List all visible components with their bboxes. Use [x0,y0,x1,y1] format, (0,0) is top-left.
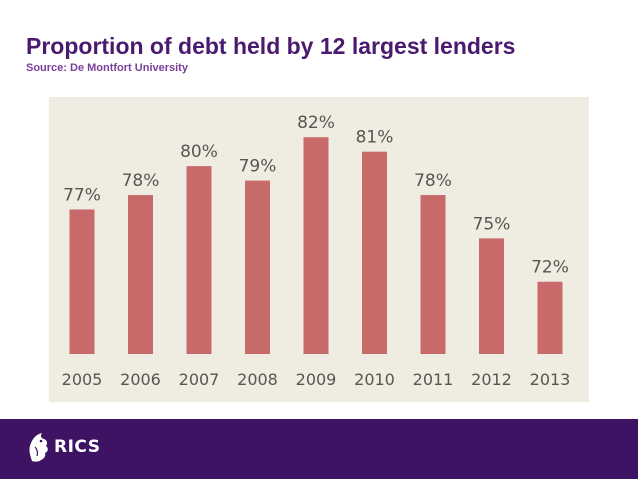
bar-chart: 77% 2005 78% 2006 80% 2007 79% 2008 82% 2009 81% 20… [62,113,571,389]
x-tick-label-2010: 2010 [354,370,395,389]
value-label-2009: 82% [297,113,335,133]
footer-bar: RICS [0,419,638,479]
x-tick-label-2012: 2012 [471,370,512,389]
bar-2006 [128,195,153,354]
x-tick-label-2009: 2009 [296,370,337,389]
logo-text: RICS [54,437,101,457]
x-tick-label-2011: 2011 [413,370,454,389]
chart-source: Source: De Montfort University [26,62,188,74]
chart-title: Proportion of debt held by 12 largest le… [26,33,516,59]
chart-panel: 77% 2005 78% 2006 80% 2007 79% 2008 82% 2009 81% 20… [49,97,589,402]
rics-logo[interactable]: RICS [26,431,100,463]
value-label-2005: 77% [63,185,101,205]
x-tick-label-2008: 2008 [237,370,278,389]
x-tick-label-2005: 2005 [62,370,103,389]
bar-2010 [362,151,387,354]
x-tick-label-2006: 2006 [120,370,161,389]
bar-2011 [420,195,446,354]
bar-2013 [537,281,563,354]
bar-2008 [245,180,270,354]
lion-icon [29,433,48,462]
bar-2007 [186,166,212,354]
value-label-2007: 80% [180,142,218,162]
value-label-2011: 78% [414,171,452,191]
x-tick-label-2013: 2013 [530,370,571,389]
value-label-2013: 72% [531,258,569,278]
value-label-2010: 81% [356,128,394,148]
value-label-2006: 78% [122,171,160,191]
bar-2012 [479,238,504,354]
bar-2005 [69,209,95,354]
bar-2009 [303,137,329,354]
value-label-2008: 79% [239,157,277,177]
x-tick-label-2007: 2007 [179,370,220,389]
value-label-2012: 75% [473,214,511,234]
